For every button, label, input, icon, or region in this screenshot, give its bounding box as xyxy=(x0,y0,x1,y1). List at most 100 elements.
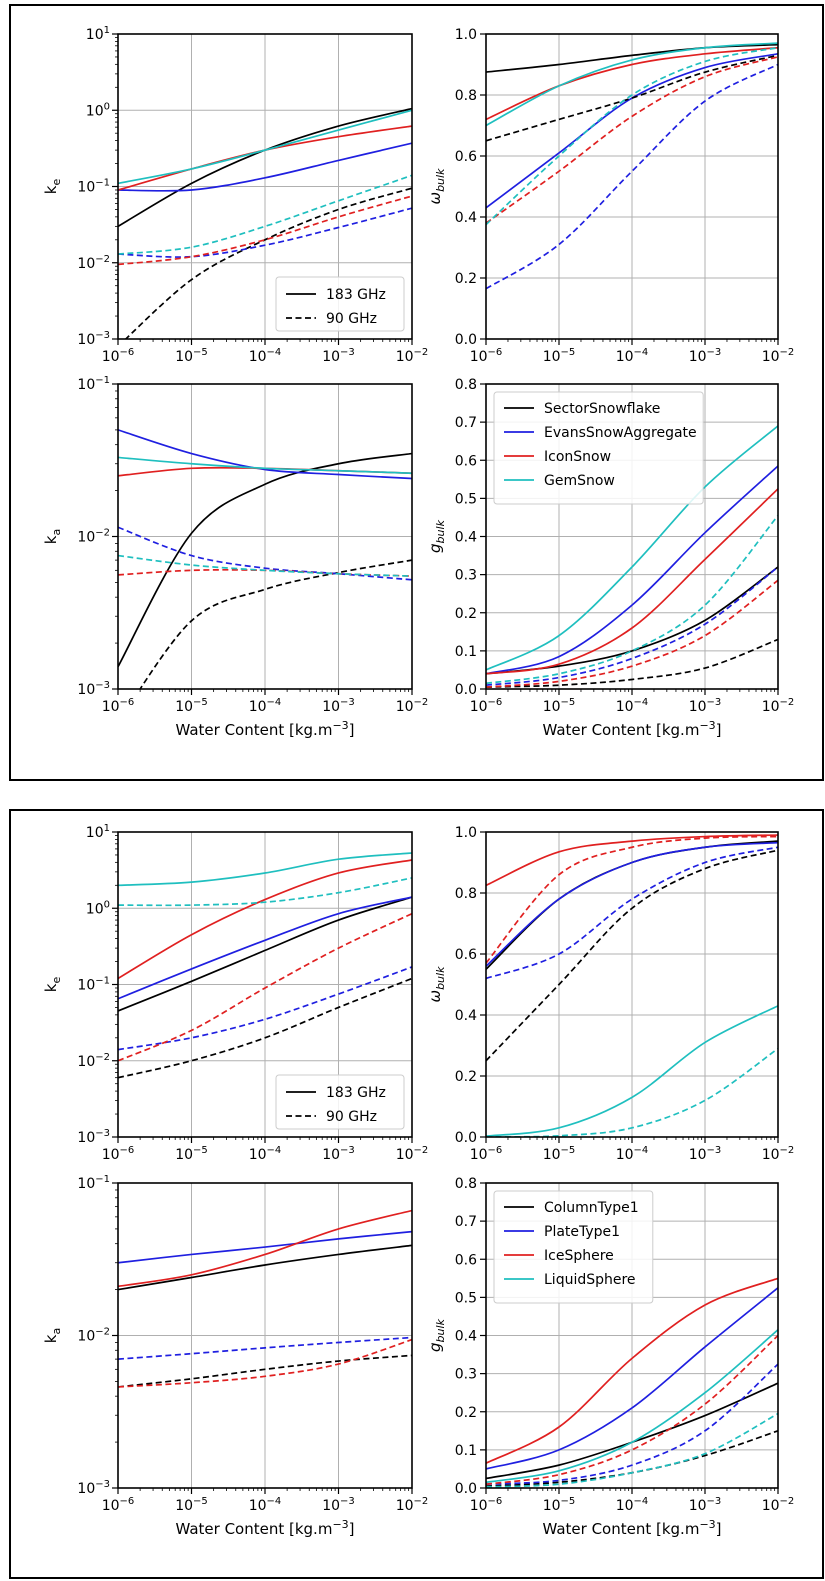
x-tick-label: 10−4 xyxy=(616,697,649,715)
y-tick-label: 0.7 xyxy=(455,415,477,431)
y-tick-label: 0.8 xyxy=(455,1176,477,1192)
series-line-c-dashed xyxy=(486,514,778,685)
y-axis-label: ka xyxy=(42,529,63,544)
series-line-c-solid xyxy=(486,425,778,671)
y-tick-label: 100 xyxy=(86,899,110,917)
y-tick-label: 0.2 xyxy=(455,1069,477,1085)
x-tick-label: 10−6 xyxy=(470,1496,503,1514)
series-line-k-solid xyxy=(118,452,412,668)
series-line-k-solid xyxy=(118,896,412,1012)
panel-1-ka: 10−6 10−5 10−4 10−3 10−2 10−3 10−2 10−1 ka Water … xyxy=(42,375,428,739)
x-tick-label: 10−2 xyxy=(762,697,795,715)
series-line-r-solid xyxy=(486,46,778,121)
series-line-c-dashed xyxy=(118,877,412,907)
legend-label: SectorSnowflake xyxy=(544,401,660,417)
x-tick-label: 10−6 xyxy=(102,1496,135,1514)
y-tick-label: 0.4 xyxy=(455,1329,477,1345)
series-group xyxy=(486,425,778,688)
y-tick-label: 0.8 xyxy=(455,88,477,104)
legend-box xyxy=(493,1190,654,1304)
series-group xyxy=(118,852,412,1079)
x-tick-label: 10−2 xyxy=(762,1145,795,1163)
x-tick-label: 10−6 xyxy=(102,347,135,365)
series-line-k-dashed xyxy=(139,559,412,689)
series-line-c-dashed xyxy=(486,1412,778,1488)
x-tick-label: 10−4 xyxy=(249,1145,282,1163)
y-tick-label: 0.0 xyxy=(455,682,477,698)
x-tick-label: 10−5 xyxy=(175,347,208,365)
y-tick-label: 10−3 xyxy=(77,330,110,348)
x-tick-label: 10−3 xyxy=(689,697,722,715)
series-line-r-dashed xyxy=(486,56,778,224)
legend-label: EvansSnowAggregate xyxy=(544,425,697,441)
legend-label: 90 GHz xyxy=(326,311,377,327)
x-tick-label: 10−6 xyxy=(102,697,135,715)
y-tick-label: 0.4 xyxy=(455,1008,477,1024)
series-group xyxy=(486,1277,778,1488)
y-tick-label: 10−2 xyxy=(77,1052,110,1070)
grid xyxy=(485,831,779,1138)
series-line-b-solid xyxy=(118,1230,412,1264)
series-line-c-solid xyxy=(118,109,412,185)
x-axis-label: Water Content [kg.m−3] xyxy=(542,1518,721,1538)
y-tick-label: 100 xyxy=(86,101,110,119)
series-line-k-dashed xyxy=(486,54,778,142)
legend-label: 183 GHz xyxy=(326,1085,386,1101)
series-line-r-solid xyxy=(486,834,778,887)
x-axis-label: Water Content [kg.m−3] xyxy=(542,719,721,739)
series-group xyxy=(118,1209,412,1388)
y-tick-label: 10−1 xyxy=(77,178,110,196)
series-line-r-solid xyxy=(486,488,778,675)
x-tick-label: 10−5 xyxy=(543,1496,576,1514)
y-tick-label: 10−1 xyxy=(77,375,110,393)
y-tick-label: 0.2 xyxy=(455,1405,477,1421)
series-line-c-dashed xyxy=(486,46,778,226)
series-line-b-dashed xyxy=(118,526,412,581)
legend-box xyxy=(493,391,704,505)
series-line-k-dashed xyxy=(124,187,412,339)
panel-2-omega: 10−6 10−5 10−4 10−3 10−2 0.0 0.2 0.4 0.6 0.8 1.0 ωb… xyxy=(426,825,794,1163)
series-line-k-solid xyxy=(118,1244,412,1291)
series-group xyxy=(118,429,412,689)
series-line-b-solid xyxy=(486,1287,778,1470)
legend-habits: SectorSnowflake EvansSnowAggregate IconSno… xyxy=(493,391,704,505)
x-axis-label: Water Content [kg.m−3] xyxy=(175,1518,354,1538)
y-tick-label: 0.4 xyxy=(455,210,477,226)
legend-label: PlateType1 xyxy=(544,1224,620,1240)
series-line-b-dashed xyxy=(486,1363,778,1486)
y-tick-label: 10−1 xyxy=(77,1174,110,1192)
series-line-k-dashed xyxy=(118,977,412,1079)
series-line-r-solid xyxy=(118,859,412,980)
y-tick-label: 0.4 xyxy=(455,530,477,546)
series-line-r-dashed xyxy=(118,912,412,1062)
y-tick-label: 1.0 xyxy=(455,27,477,43)
x-tick-label: 10−6 xyxy=(470,347,503,365)
y-tick-label: 0.3 xyxy=(455,568,477,584)
y-tick-label: 0.6 xyxy=(455,1252,477,1268)
y-tick-label: 0.5 xyxy=(455,1290,477,1306)
x-tick-label: 10−3 xyxy=(689,347,722,365)
legend-habits: ColumnType1 PlateType1 IceSphere LiquidSphe… xyxy=(493,1190,654,1304)
figure-border-bottom xyxy=(9,809,824,1579)
x-tick-label: 10−5 xyxy=(543,1145,576,1163)
legend-label: IceSphere xyxy=(544,1248,614,1264)
x-tick-label: 10−3 xyxy=(322,347,355,365)
x-tick-label: 10−4 xyxy=(616,1496,649,1514)
x-tick-label: 10−4 xyxy=(616,347,649,365)
x-tick-label: 10−6 xyxy=(470,1145,503,1163)
plot-area: 10−6 10−5 10−4 10−3 10−2 10−3 10−2 10−1 100 101 ke… xyxy=(42,25,794,1538)
grid xyxy=(117,383,413,690)
y-axis-label: ka xyxy=(42,1328,63,1343)
series-group xyxy=(486,42,778,290)
x-tick-label: 10−3 xyxy=(689,1145,722,1163)
series-line-b-solid xyxy=(486,841,778,967)
series-line-c-solid xyxy=(486,1329,778,1484)
series-line-r-dashed xyxy=(486,1334,778,1486)
y-tick-label: 0.6 xyxy=(455,947,477,963)
y-axis-label: gbulk xyxy=(426,519,447,553)
y-axis-label: gbulk xyxy=(426,1318,447,1352)
series-group xyxy=(118,107,412,339)
y-tick-label: 0.6 xyxy=(455,453,477,469)
x-tick-label: 10−2 xyxy=(762,347,795,365)
